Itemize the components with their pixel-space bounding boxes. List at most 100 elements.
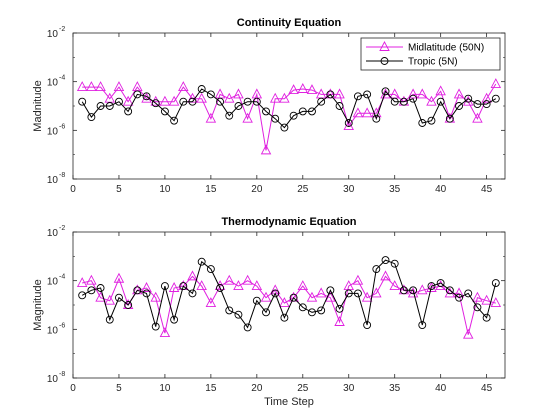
data-point <box>315 287 327 298</box>
data-point <box>243 323 252 332</box>
data-point <box>225 306 234 315</box>
data-point <box>417 88 428 99</box>
y-tick-exponent: -6 <box>59 123 65 130</box>
data-point <box>196 280 207 291</box>
x-tick-label: 30 <box>343 184 355 195</box>
y-tick-exponent: -8 <box>59 172 65 179</box>
series-line <box>81 88 497 129</box>
data-point <box>399 286 408 295</box>
data-point <box>381 256 390 265</box>
data-point <box>490 297 502 308</box>
data-point <box>353 289 362 298</box>
data-point <box>95 81 106 92</box>
data-point <box>427 282 436 291</box>
data-point <box>87 113 96 122</box>
data-point <box>353 92 362 101</box>
data-point <box>344 289 353 298</box>
data-point <box>308 107 316 116</box>
data-point <box>78 97 87 106</box>
data-point <box>197 85 206 93</box>
data-point <box>279 297 290 308</box>
legend: Midlatitude (50N) Tropic (5N) <box>360 37 501 71</box>
data-point <box>297 83 309 93</box>
data-point <box>159 95 171 106</box>
data-point <box>326 286 335 295</box>
data-point <box>216 97 225 106</box>
data-point <box>269 92 281 103</box>
data-point <box>178 81 189 92</box>
data-point <box>122 95 134 106</box>
series-2 <box>78 256 500 332</box>
data-point <box>96 102 105 110</box>
data-point <box>455 102 463 110</box>
x-tick-label: 40 <box>435 184 447 195</box>
data-point <box>252 296 261 305</box>
y-tick-exponent: -8 <box>59 371 65 378</box>
data-point <box>298 303 307 312</box>
data-point <box>306 291 318 302</box>
data-point <box>168 282 180 292</box>
data-point <box>224 274 235 285</box>
data-point <box>113 81 125 92</box>
data-point <box>426 282 437 292</box>
data-point <box>409 94 418 103</box>
data-point <box>170 116 179 125</box>
legend-marker <box>380 57 389 65</box>
data-point <box>260 291 272 302</box>
y-tick-label: 10 <box>47 78 59 89</box>
data-point <box>242 274 253 285</box>
data-point <box>363 90 372 99</box>
data-point <box>280 123 289 132</box>
data-point <box>381 87 390 96</box>
legend-marker <box>379 41 390 51</box>
data-point <box>141 282 152 292</box>
legend-label: Tropic (5N) <box>408 57 458 68</box>
data-point <box>233 88 244 99</box>
data-point <box>334 88 345 99</box>
data-point <box>216 284 225 292</box>
data-point <box>179 97 188 106</box>
data-point <box>289 293 298 302</box>
data-point <box>160 107 169 116</box>
data-point <box>455 293 463 302</box>
data-point <box>325 291 336 302</box>
data-point <box>289 111 298 120</box>
x-tick-label: 25 <box>297 184 309 195</box>
data-point <box>490 78 502 88</box>
data-point <box>352 274 364 285</box>
data-point <box>399 97 408 106</box>
data-point <box>271 289 280 298</box>
data-point <box>133 90 142 99</box>
data-point <box>234 102 243 110</box>
data-point <box>407 88 419 99</box>
x-tick-label: 30 <box>343 383 355 394</box>
x-tick-label: 20 <box>251 184 263 195</box>
x-axis-label: Time Step <box>264 396 314 408</box>
y-tick-label: 10 <box>47 126 59 137</box>
data-point <box>187 270 198 281</box>
data-point <box>168 95 180 106</box>
data-point <box>196 92 207 103</box>
y-tick-exponent: -4 <box>59 75 65 82</box>
data-point <box>372 114 381 123</box>
data-point <box>115 293 123 302</box>
data-point <box>205 297 217 308</box>
x-tick-label: 20 <box>251 383 263 394</box>
data-point <box>317 97 326 106</box>
data-point <box>472 291 483 302</box>
x-tick-label: 0 <box>70 184 76 195</box>
data-point <box>233 280 244 291</box>
data-point <box>334 316 345 326</box>
data-point <box>491 279 500 287</box>
data-point <box>260 144 272 155</box>
y-tick-label: 10 <box>47 29 59 40</box>
data-point <box>150 291 161 302</box>
data-point <box>142 289 151 298</box>
data-point <box>390 97 399 106</box>
data-point <box>482 313 491 322</box>
data-point <box>115 97 123 106</box>
data-point <box>371 287 382 298</box>
data-point <box>464 94 473 103</box>
